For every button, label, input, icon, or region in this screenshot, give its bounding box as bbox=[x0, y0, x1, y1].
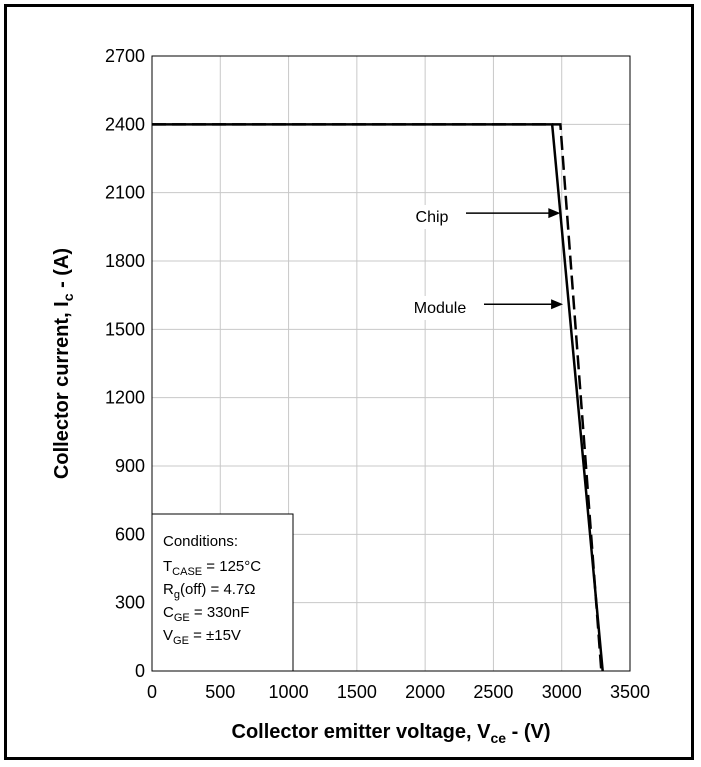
x-tick-label: 3000 bbox=[542, 682, 582, 702]
y-tick-label: 1200 bbox=[105, 388, 145, 408]
annotation-bg bbox=[410, 205, 454, 229]
conditions-line: CGE = 330nF bbox=[163, 604, 249, 624]
annotations: Chip Module bbox=[404, 205, 564, 320]
conditions-line: VGE = ±15V bbox=[163, 627, 241, 647]
y-tick-label: 1800 bbox=[105, 251, 145, 271]
y-tick-label: 2700 bbox=[105, 46, 145, 66]
series-lines bbox=[152, 123, 604, 672]
plot-area bbox=[151, 55, 631, 672]
x-tick-label: 1000 bbox=[269, 682, 309, 702]
annotation-bg bbox=[404, 296, 476, 320]
y-axis-label: Collector current, Ic - (A) bbox=[51, 248, 76, 479]
series-line-module bbox=[152, 123, 604, 672]
series-line-chip bbox=[152, 123, 603, 672]
y-tick-labels: 0 300 600 900 1200 1500 1800 2100 2400 2700 bbox=[105, 46, 145, 681]
y-tick-label: 2400 bbox=[105, 114, 145, 134]
conditions-line: TCASE = 125°C bbox=[163, 558, 261, 578]
annotation-arrowhead bbox=[548, 208, 561, 219]
conditions-box-border bbox=[151, 513, 294, 672]
annotation-arrowhead bbox=[551, 299, 564, 310]
x-tick-label: 3500 bbox=[610, 682, 650, 702]
y-tick-label: 600 bbox=[115, 524, 145, 544]
y-tick-label: 900 bbox=[115, 456, 145, 476]
conditions-box: Conditions: TCASE = 125°C Rg(off) = 4.7Ω CG… bbox=[151, 513, 294, 672]
x-tick-label: 2500 bbox=[473, 682, 513, 702]
x-tick-label: 1500 bbox=[337, 682, 377, 702]
y-tick-label: 0 bbox=[135, 661, 145, 681]
conditions-title: Conditions: bbox=[163, 533, 238, 550]
y-tick-label: 1500 bbox=[105, 319, 145, 339]
y-tick-label: 300 bbox=[115, 593, 145, 613]
x-axis-label: Collector emitter voltage, Vce - (V) bbox=[232, 721, 551, 746]
annotation-label: Chip bbox=[416, 209, 449, 226]
annotation-label: Module bbox=[414, 300, 467, 317]
x-tick-labels: 0 500 1000 1500 2000 2500 3000 3500 bbox=[147, 682, 650, 702]
x-tick-label: 500 bbox=[205, 682, 235, 702]
x-tick-label: 0 bbox=[147, 682, 157, 702]
y-tick-label: 2100 bbox=[105, 183, 145, 203]
x-tick-label: 2000 bbox=[405, 682, 445, 702]
conditions-line: Rg(off) = 4.7Ω bbox=[163, 581, 256, 601]
